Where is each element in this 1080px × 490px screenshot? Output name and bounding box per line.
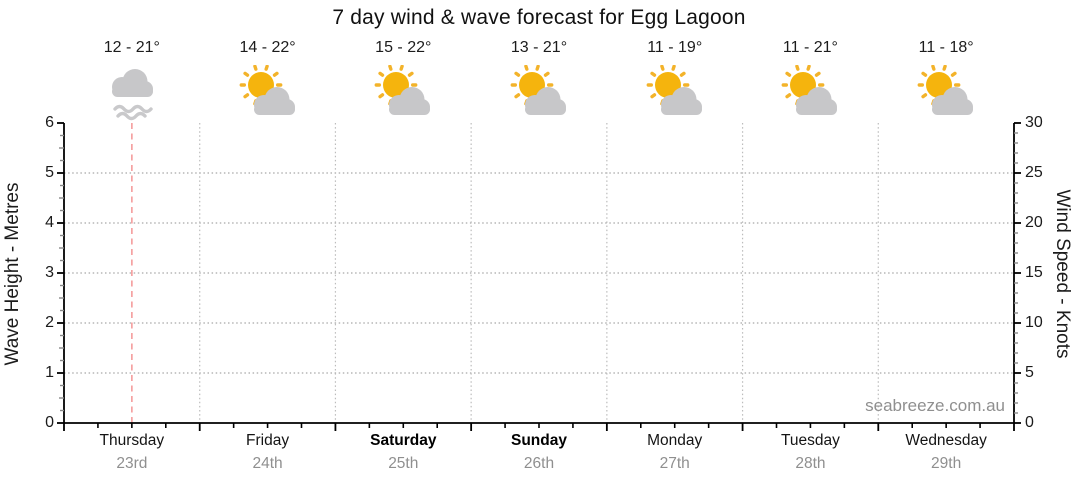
- day-name-label: Saturday: [370, 432, 437, 449]
- partly-cloudy-icon: [239, 65, 297, 123]
- temp-range-label: 11 - 19°: [647, 39, 703, 56]
- day-date-label: 25th: [388, 455, 419, 472]
- temp-range-label: 11 - 18°: [918, 39, 974, 56]
- wind-speed-tick-label: 10: [1025, 314, 1043, 331]
- temp-range-label: 15 - 22°: [375, 39, 432, 56]
- day-date-label: 27th: [659, 455, 690, 472]
- temp-range-label: 14 - 22°: [239, 39, 296, 56]
- left-axis-title: Wave Height - Metres: [2, 182, 23, 366]
- day-name-label: Wednesday: [905, 432, 987, 449]
- day-name-label: Thursday: [99, 432, 165, 449]
- partly-cloudy-icon: [781, 65, 839, 123]
- temp-range-label: 13 - 21°: [510, 39, 568, 56]
- wind-speed-tick-label: 20: [1025, 214, 1043, 231]
- temp-range-label: 11 - 21°: [782, 39, 838, 56]
- wave-height-tick-label: 2: [45, 314, 54, 331]
- wave-height-tick-label: 0: [45, 414, 54, 431]
- chart-title: 7 day wind & wave forecast for Egg Lagoo…: [332, 6, 746, 29]
- temp-range-label: 12 - 21°: [103, 39, 160, 56]
- day-name-label: Tuesday: [780, 432, 840, 449]
- partly-cloudy-icon: [510, 65, 568, 123]
- day-date-label: 24th: [252, 455, 283, 472]
- wave-height-tick-label: 4: [45, 214, 54, 231]
- watermark: seabreeze.com.au: [865, 396, 1005, 415]
- partly-cloudy-icon: [374, 65, 432, 123]
- day-date-label: 23rd: [116, 455, 148, 472]
- wind-speed-tick-label: 30: [1025, 114, 1043, 131]
- wave-height-tick-label: 1: [45, 364, 54, 381]
- wind-speed-tick-label: 0: [1025, 414, 1034, 431]
- fog-icon: [103, 65, 161, 123]
- day-name-label: Sunday: [511, 432, 567, 449]
- day-date-label: 26th: [523, 455, 555, 472]
- day-name-label: Monday: [647, 432, 703, 449]
- wind-speed-tick-label: 15: [1025, 264, 1043, 281]
- wind-speed-tick-label: 25: [1025, 164, 1043, 181]
- partly-cloudy-icon: [646, 65, 704, 123]
- day-date-label: 28th: [795, 455, 826, 472]
- day-date-label: 29th: [931, 455, 962, 472]
- wave-height-tick-label: 5: [45, 164, 54, 181]
- wave-height-tick-label: 3: [45, 264, 54, 281]
- partly-cloudy-icon: [917, 65, 975, 123]
- day-name-label: Friday: [246, 432, 290, 449]
- wave-height-tick-label: 6: [45, 114, 54, 131]
- wind-speed-tick-label: 5: [1025, 364, 1034, 381]
